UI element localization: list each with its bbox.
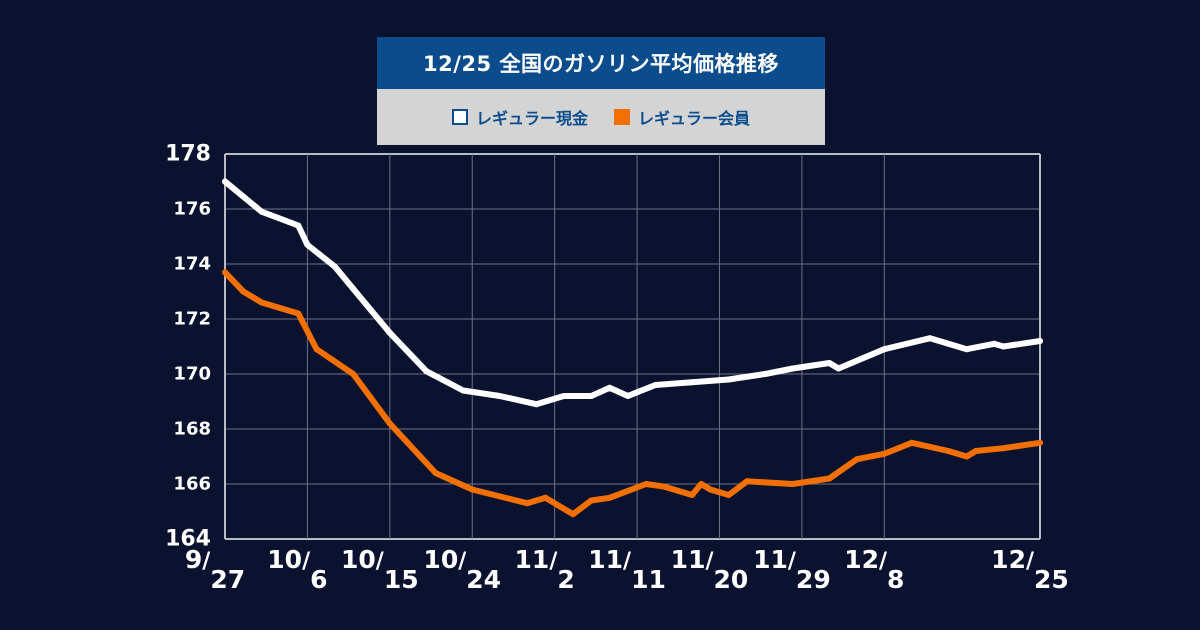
data-point-member <box>661 483 668 490</box>
x-tick-label: 12/25 <box>991 545 1069 594</box>
data-point-member <box>240 288 247 295</box>
data-point-member <box>945 448 952 454</box>
data-point-cash <box>295 222 302 229</box>
x-tick-label: 10/15 <box>341 545 419 594</box>
data-point-cash <box>826 360 833 366</box>
x-tick-label: 11/2 <box>515 545 575 594</box>
data-point-cash <box>835 365 842 372</box>
legend-swatch-cash <box>451 109 468 125</box>
x-tick-label: 11/20 <box>671 545 749 594</box>
y-tick-label: 170 <box>173 364 211 385</box>
x-tick-label: 10/24 <box>423 545 501 594</box>
data-point-member <box>707 486 714 493</box>
data-point-member <box>725 492 732 498</box>
y-tick-label: 166 <box>173 474 211 495</box>
data-point-cash <box>560 393 567 399</box>
data-point-member <box>1037 439 1043 446</box>
data-point-cash <box>624 393 631 399</box>
data-point-cash <box>533 401 540 408</box>
data-point-cash <box>331 263 338 270</box>
data-point-member <box>743 478 750 485</box>
data-point-member <box>643 481 650 487</box>
y-tick-label: 172 <box>173 309 211 330</box>
data-point-member <box>789 481 796 487</box>
legend-item-cash: レギュラー現金 <box>451 105 588 129</box>
data-point-member <box>469 486 476 493</box>
data-point-cash <box>542 398 549 405</box>
data-point-member <box>853 456 860 463</box>
y-tick-label: 174 <box>173 254 211 275</box>
y-tick-label: 178 <box>165 142 211 167</box>
legend-label-member: レギュラー会員 <box>638 109 751 128</box>
x-tick-label: 10/6 <box>267 545 327 594</box>
data-point-member <box>542 494 549 501</box>
legend-swatch-member <box>614 109 630 125</box>
data-point-member <box>1000 445 1007 452</box>
data-point-cash <box>386 329 393 336</box>
data-point-cash <box>304 241 311 248</box>
data-point-cash <box>350 285 357 292</box>
data-point-cash <box>423 368 430 375</box>
data-point-cash <box>1037 338 1043 344</box>
y-tick-label: 164 <box>165 527 211 552</box>
data-point-member <box>963 453 970 460</box>
data-point-member <box>588 497 595 504</box>
legend-item-member: レギュラー会員 <box>614 105 750 129</box>
data-point-member <box>386 420 393 427</box>
data-point-member <box>258 299 265 306</box>
data-point-cash <box>652 382 659 388</box>
data-point-cash <box>1000 343 1007 350</box>
data-point-member <box>689 492 696 498</box>
data-point-cash <box>881 346 888 353</box>
data-point-member <box>350 371 357 377</box>
x-tick-label: 11/11 <box>588 545 666 594</box>
data-point-member <box>881 450 888 457</box>
data-point-cash <box>725 376 732 383</box>
data-point-member <box>432 470 439 476</box>
x-tick-label: 9/27 <box>185 545 245 594</box>
data-point-cash <box>606 384 613 391</box>
y-tick-label: 168 <box>173 419 211 440</box>
data-point-cash <box>258 208 265 215</box>
y-tick-label: 176 <box>173 199 211 220</box>
data-point-member <box>606 494 613 501</box>
data-point-cash <box>222 178 228 185</box>
data-point-cash <box>927 335 934 342</box>
data-point-member <box>313 346 320 353</box>
data-point-cash <box>789 365 796 372</box>
chart-title: 12/25 全国のガソリン平均価格推移 <box>377 37 825 89</box>
data-point-cash <box>689 379 696 386</box>
data-point-member <box>972 448 979 454</box>
data-point-member <box>524 500 531 507</box>
legend-label-cash: レギュラー現金 <box>475 109 588 128</box>
data-point-member <box>826 475 833 482</box>
data-point-member <box>698 481 705 487</box>
data-point-cash <box>460 387 467 394</box>
legend: レギュラー現金 レギュラー会員 <box>377 89 825 145</box>
data-point-cash <box>496 393 503 399</box>
x-tick-label: 12/8 <box>844 545 904 594</box>
x-tick-label: 11/29 <box>753 545 831 594</box>
data-point-cash <box>762 371 769 377</box>
data-point-cash <box>963 346 970 353</box>
data-point-member <box>295 310 302 317</box>
data-point-cash <box>588 393 595 399</box>
data-point-member <box>908 439 915 446</box>
data-point-cash <box>991 340 998 347</box>
data-point-member <box>222 269 228 276</box>
data-point-member <box>569 511 576 518</box>
